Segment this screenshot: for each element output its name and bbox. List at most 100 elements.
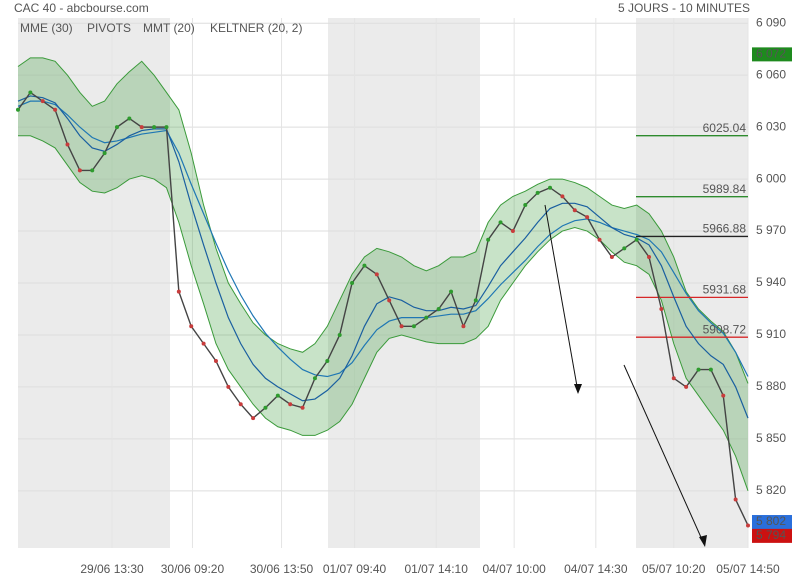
legend-entry: MME (30) xyxy=(20,21,73,35)
price-point xyxy=(473,298,478,303)
price-point xyxy=(461,324,466,329)
arrow-head xyxy=(574,384,582,394)
price-tag-label: 5 802 xyxy=(756,514,786,528)
price-line xyxy=(17,91,749,526)
price-point xyxy=(263,405,268,410)
price-point xyxy=(449,289,454,294)
price-point xyxy=(486,237,491,242)
price-point xyxy=(251,416,256,421)
price-point xyxy=(53,107,58,112)
price-point xyxy=(436,306,441,311)
price-point xyxy=(337,332,342,337)
legend-entry: KELTNER (20, 2) xyxy=(210,21,302,35)
plot: 5 820 5 850 5 880 5 910 5 940 5 970 6 000 6 030… xyxy=(16,15,792,576)
price-point xyxy=(498,220,503,225)
price-point xyxy=(399,324,404,329)
price-point xyxy=(548,185,553,190)
price-point xyxy=(634,237,639,242)
x-tick-label: 01/07 09:40 xyxy=(323,562,387,576)
price-point xyxy=(560,194,565,199)
price-point xyxy=(213,358,218,363)
price-point xyxy=(325,358,330,363)
price-point xyxy=(597,237,602,242)
pivot-label: 5966.88 xyxy=(703,222,747,236)
legend-entry: PIVOTS xyxy=(87,21,131,35)
price-point xyxy=(609,255,614,260)
price-point xyxy=(671,376,676,381)
price-tag xyxy=(752,515,792,530)
legend-entry: MMT (20) xyxy=(143,21,195,35)
price-point xyxy=(572,208,577,213)
price-point xyxy=(164,125,169,130)
price-point xyxy=(659,306,664,311)
price-tag xyxy=(752,528,792,543)
y-tick-label: 6 060 xyxy=(756,67,786,81)
price-point xyxy=(127,116,132,121)
price-point xyxy=(65,142,70,147)
pivot-label: 5908.72 xyxy=(703,322,747,336)
price-point xyxy=(746,523,750,528)
price-point xyxy=(102,151,107,156)
price-point xyxy=(28,90,33,95)
y-tick-label: 6 090 xyxy=(756,15,786,29)
y-tick-label: 5 940 xyxy=(756,275,786,289)
y-tick-label: 6 030 xyxy=(756,119,786,133)
x-tick-label: 30/06 13:50 xyxy=(250,562,314,576)
price-point xyxy=(684,384,689,389)
price-point xyxy=(90,168,95,173)
pivot-label: 6025.04 xyxy=(703,121,747,135)
chart-title: CAC 40 - abcbourse.com xyxy=(14,1,149,15)
x-tick-label: 29/06 13:30 xyxy=(80,562,144,576)
price-point xyxy=(238,402,243,407)
price-point xyxy=(510,229,515,234)
price-point xyxy=(288,402,293,407)
price-point xyxy=(40,99,45,104)
price-point xyxy=(535,190,540,195)
price-point xyxy=(114,125,119,130)
price-point xyxy=(647,255,652,260)
y-tick-label: 5 880 xyxy=(756,379,786,393)
price-point xyxy=(523,203,528,208)
pivot-label: 5931.68 xyxy=(703,283,747,297)
arrow xyxy=(623,364,705,545)
price-point xyxy=(721,393,726,398)
price-point xyxy=(696,367,701,372)
y-tick-label: 5 820 xyxy=(756,483,786,497)
price-point xyxy=(201,341,206,346)
price-tag-label: 5 794 xyxy=(756,528,786,542)
price-point xyxy=(585,215,590,220)
y-tick-label: 6 000 xyxy=(756,171,786,185)
price-point xyxy=(387,298,392,303)
x-tick-label: 04/07 10:00 xyxy=(482,562,546,576)
arrow-head xyxy=(699,535,707,547)
price-point xyxy=(733,497,738,502)
x-tick-label: 05/07 10:20 xyxy=(642,562,706,576)
moving-average xyxy=(17,95,749,419)
price-point xyxy=(708,367,713,372)
keltner-lower xyxy=(18,135,749,492)
moving-average xyxy=(17,100,749,378)
price-point xyxy=(189,324,194,329)
price-point xyxy=(275,393,280,398)
price-point xyxy=(16,107,20,112)
price-point xyxy=(312,376,317,381)
x-tick-label: 30/06 09:20 xyxy=(161,562,225,576)
price-point xyxy=(622,246,627,251)
price-point xyxy=(374,272,379,277)
price-point xyxy=(152,125,157,130)
price-point xyxy=(300,405,305,410)
price-point xyxy=(350,281,355,285)
price-point xyxy=(226,384,231,389)
price-tag xyxy=(752,47,792,62)
price-point xyxy=(176,289,181,294)
price-point xyxy=(77,168,82,173)
x-tick-label: 01/07 14:10 xyxy=(405,562,469,576)
keltner-upper xyxy=(17,57,749,384)
price-point xyxy=(424,315,429,320)
y-tick-label: 5 970 xyxy=(756,223,786,237)
y-tick-label: 5 850 xyxy=(756,431,786,445)
keltner-band xyxy=(18,57,748,491)
pivot-label: 5989.84 xyxy=(703,182,747,196)
x-tick-label: 04/07 14:30 xyxy=(564,562,628,576)
